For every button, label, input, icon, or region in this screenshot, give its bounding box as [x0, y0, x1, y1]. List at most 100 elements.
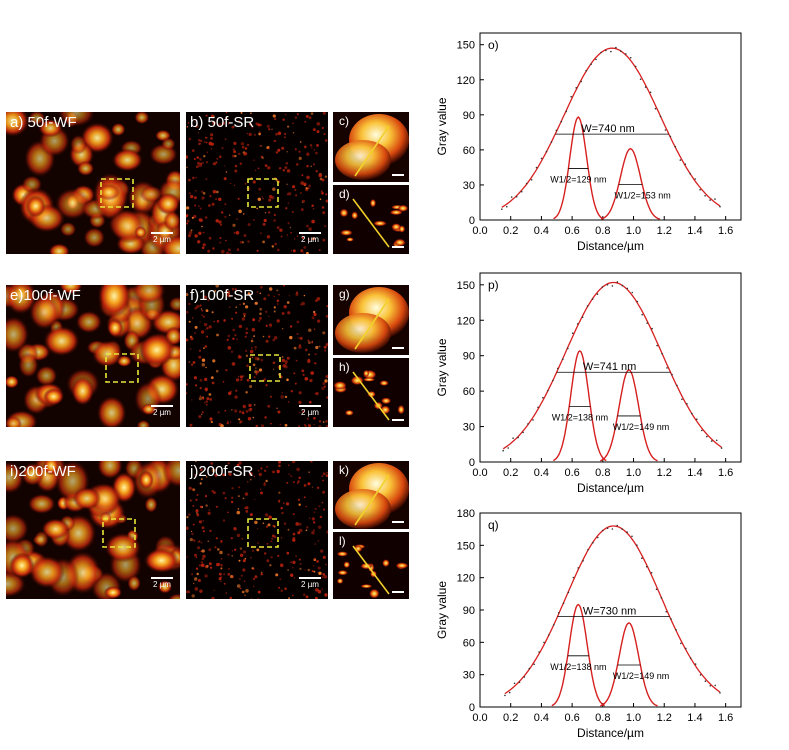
data-point [556, 130, 558, 132]
annotation-wide: W=730 nm [583, 605, 637, 617]
data-point [656, 589, 658, 591]
data-point [600, 52, 602, 54]
x-tick-label: 1.2 [657, 712, 672, 724]
data-point [566, 111, 568, 113]
data-point [577, 567, 579, 569]
data-point [612, 528, 614, 530]
data-point [585, 70, 587, 72]
data-point [711, 440, 713, 442]
x-tick-label: 1.0 [626, 225, 641, 237]
data-point [615, 47, 617, 49]
x-tick-label: 0.2 [503, 467, 518, 479]
annotation-narrow-right: W1/2=153 nm [614, 190, 670, 200]
panel-label: l) [339, 534, 346, 548]
y-tick-label: 60 [463, 637, 475, 649]
data-point [675, 629, 677, 631]
y-tick-label: 150 [457, 40, 475, 52]
data-point [691, 413, 693, 415]
data-point [558, 612, 560, 614]
scale-bar: 2 µm [151, 405, 173, 421]
data-point [685, 163, 687, 165]
data-point [563, 603, 565, 605]
data-point [527, 423, 529, 425]
data-point [676, 385, 678, 387]
data-point [637, 301, 639, 303]
x-tick-label: 0.6 [564, 712, 579, 724]
y-tick-label: 0 [469, 215, 475, 227]
y-tick-label: 120 [457, 573, 475, 585]
super-res-fit-curve [601, 149, 660, 219]
x-tick-label: 1.4 [687, 467, 702, 479]
annotation-narrow-right: W1/2=149 nm [613, 671, 669, 681]
annotation-narrow-right: W1/2=149 nm [613, 422, 669, 432]
scale-bar: 2 µm [299, 405, 321, 421]
x-axis-label: Distance/µm [577, 481, 644, 495]
data-point [504, 695, 506, 697]
data-point [617, 281, 619, 283]
zoom-sr-200f: l) [333, 532, 409, 599]
data-point [716, 440, 718, 442]
data-point [542, 397, 544, 399]
y-tick-label: 30 [463, 180, 475, 192]
scale-bar: 2 µm [299, 232, 321, 248]
data-point [665, 611, 667, 613]
x-tick-label: 0.6 [564, 467, 579, 479]
data-point [597, 537, 599, 539]
data-point [701, 430, 703, 432]
data-point [514, 683, 516, 685]
data-point [612, 285, 614, 287]
data-point [602, 530, 604, 532]
x-tick-label: 0.8 [595, 467, 610, 479]
zoom-sr-100f: h) [333, 358, 409, 427]
data-point [557, 368, 559, 370]
scale-bar [392, 347, 404, 349]
scale-bar [392, 419, 404, 421]
y-tick-label: 0 [469, 702, 475, 714]
x-tick-label: 1.0 [626, 712, 641, 724]
data-point [627, 288, 629, 290]
data-point [670, 136, 672, 138]
x-tick-label: 0.2 [503, 225, 518, 237]
data-point [710, 685, 712, 687]
wf-image-100f: e)100f-WF 2 µm [6, 285, 180, 427]
data-point [587, 549, 589, 551]
data-point [580, 81, 582, 83]
chart-panel-label: q) [488, 518, 499, 532]
zoom-sr-50f: d) [333, 185, 409, 254]
data-point [656, 345, 658, 347]
data-point [501, 208, 503, 210]
data-point [517, 437, 519, 439]
data-point [592, 298, 594, 300]
data-point [630, 57, 632, 59]
data-point [665, 129, 667, 131]
super-res-fit-curve [600, 623, 657, 706]
data-point [575, 87, 577, 89]
panel-label: i)200f-WF [10, 463, 76, 481]
data-point [650, 92, 652, 94]
y-tick-label: 180 [457, 508, 475, 520]
y-tick-label: 30 [463, 670, 475, 682]
y-axis-label: Gray value [435, 97, 449, 155]
data-point [538, 651, 540, 653]
x-tick-label: 0.4 [534, 467, 549, 479]
sr-image-100f: f)100f-SR 2 µm [186, 285, 328, 427]
data-point [621, 528, 623, 530]
x-tick-label: 1.4 [687, 712, 702, 724]
y-tick-label: 90 [463, 110, 475, 122]
x-tick-label: 0.8 [595, 712, 610, 724]
y-tick-label: 30 [463, 422, 475, 434]
data-point [709, 199, 711, 201]
data-point [605, 50, 607, 52]
data-point [595, 59, 597, 61]
y-tick-label: 150 [457, 280, 475, 292]
data-point [660, 116, 662, 118]
panel-label: f)100f-SR [190, 287, 254, 305]
data-point [590, 63, 592, 65]
zoom-wf-100f: g) [333, 285, 409, 355]
data-point [641, 314, 643, 316]
y-tick-label: 60 [463, 386, 475, 398]
